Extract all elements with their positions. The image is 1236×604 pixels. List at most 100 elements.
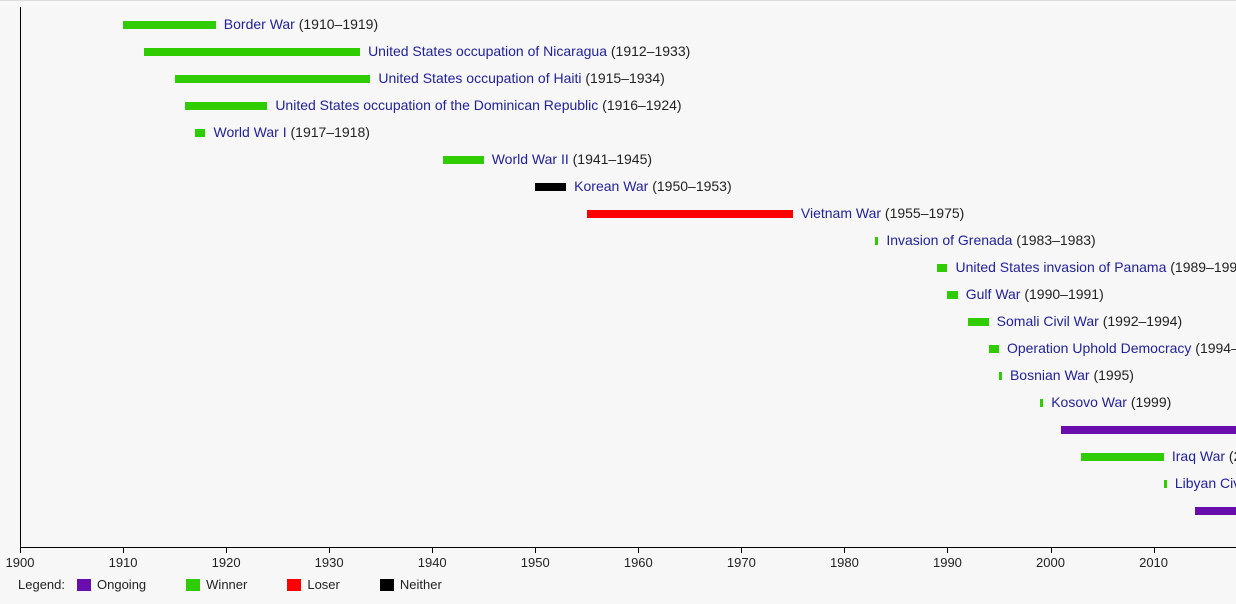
war-label: Operation Uphold Democracy (1994–1995): [1007, 340, 1236, 356]
war-link[interactable]: Vietnam War: [801, 205, 881, 221]
war-bar: [175, 75, 371, 83]
war-bar: [1195, 507, 1236, 515]
timeline-row: Iraq War (2003–2011): [0, 443, 1236, 470]
legend-item: Loser: [287, 577, 340, 592]
war-label: Border War (1910–1919): [224, 16, 378, 32]
war-link[interactable]: Somali Civil War: [997, 313, 1099, 329]
timeline-row: United States invasion of Panama (1989–1…: [0, 254, 1236, 281]
war-bar: [947, 291, 957, 299]
x-tick: [123, 547, 124, 553]
war-bar: [144, 48, 360, 56]
timeline-row: War in Afghanistan (2001–Present): [0, 416, 1236, 443]
war-bar: [1061, 426, 1236, 434]
legend: Legend: OngoingWinnerLoserNeither: [18, 577, 442, 592]
war-link[interactable]: World War II: [492, 151, 569, 167]
war-link[interactable]: Invasion of Grenada: [886, 232, 1012, 248]
timeline-row: Invasion of Grenada (1983–1983): [0, 227, 1236, 254]
war-link[interactable]: World War I: [213, 124, 286, 140]
x-tick-label: 1970: [727, 555, 756, 570]
war-label: Somali Civil War (1992–1994): [997, 313, 1182, 329]
timeline-row: Vietnam War (1955–1975): [0, 200, 1236, 227]
timeline-row: Gulf War (1990–1991): [0, 281, 1236, 308]
war-label: World War II (1941–1945): [492, 151, 652, 167]
x-tick-label: 1910: [109, 555, 138, 570]
war-label: United States occupation of the Dominica…: [275, 97, 681, 113]
timeline-row: World War I (1917–1918): [0, 119, 1236, 146]
war-bar: [587, 210, 793, 218]
x-tick-label: 2000: [1036, 555, 1065, 570]
war-years: (1916–1924): [598, 97, 681, 113]
legend-items: OngoingWinnerLoserNeither: [77, 577, 442, 592]
war-years: (1983–1983): [1012, 232, 1095, 248]
legend-swatch: [77, 579, 91, 591]
war-link[interactable]: United States occupation of Haiti: [378, 70, 581, 86]
war-bar: [195, 129, 205, 137]
war-link[interactable]: United States invasion of Panama: [955, 259, 1166, 275]
legend-item: Winner: [186, 577, 247, 592]
war-label: Korean War (1950–1953): [574, 178, 731, 194]
war-label: World War I (1917–1918): [213, 124, 369, 140]
war-years: (1995): [1090, 367, 1134, 383]
x-tick: [1051, 547, 1052, 553]
war-years: (1994–1995): [1191, 340, 1236, 356]
timeline-row: Somali Civil War (1992–1994): [0, 308, 1236, 335]
war-years: (1910–1919): [295, 16, 378, 32]
legend-item: Neither: [380, 577, 442, 592]
legend-swatch: [380, 579, 394, 591]
war-label: United States occupation of Haiti (1915–…: [378, 70, 664, 86]
x-tick: [844, 547, 845, 553]
timeline-row: United States occupation of Haiti (1915–…: [0, 65, 1236, 92]
timeline-row: Operation Uphold Democracy (1994–1995): [0, 335, 1236, 362]
x-tick: [329, 547, 330, 553]
war-link[interactable]: Kosovo War: [1051, 394, 1127, 410]
war-bar: [875, 237, 878, 245]
war-link[interactable]: United States occupation of Nicaragua: [368, 43, 607, 59]
war-bar: [999, 372, 1002, 380]
war-bar: [937, 264, 947, 272]
war-link[interactable]: Gulf War: [966, 286, 1021, 302]
war-link[interactable]: Libyan Civil War: [1175, 475, 1236, 491]
war-link[interactable]: United States occupation of the Dominica…: [275, 97, 598, 113]
timeline-row: United States occupation of the Dominica…: [0, 92, 1236, 119]
legend-swatch: [287, 579, 301, 591]
war-years: (1990–1991): [1020, 286, 1103, 302]
war-link[interactable]: Operation Uphold Democracy: [1007, 340, 1191, 356]
timeline-row: Kosovo War (1999): [0, 389, 1236, 416]
x-tick: [535, 547, 536, 553]
y-axis: [20, 7, 21, 547]
plot-area: Border War (1910–1919) United States occu…: [0, 7, 1236, 547]
timeline-row: Military intervention against ISIL (2014…: [0, 497, 1236, 524]
war-years: (1950–1953): [648, 178, 731, 194]
war-years: (1915–1934): [581, 70, 664, 86]
legend-item-label: Winner: [206, 577, 247, 592]
war-bar: [535, 183, 566, 191]
war-label: United States invasion of Panama (1989–1…: [955, 259, 1236, 275]
x-tick: [20, 547, 21, 553]
x-tick-label: 1960: [624, 555, 653, 570]
legend-item-label: Neither: [400, 577, 442, 592]
war-years: (2003–2011): [1225, 448, 1236, 464]
x-tick: [432, 547, 433, 553]
war-bar: [1040, 399, 1043, 407]
x-tick-label: 1940: [418, 555, 447, 570]
war-years: (1955–1975): [881, 205, 964, 221]
war-link[interactable]: Bosnian War: [1010, 367, 1090, 383]
timeline-row: United States occupation of Nicaragua (1…: [0, 38, 1236, 65]
war-years: (1989–1990): [1166, 259, 1236, 275]
timeline-row: Border War (1910–1919): [0, 11, 1236, 38]
war-link[interactable]: Border War: [224, 16, 295, 32]
war-bar: [443, 156, 484, 164]
war-link[interactable]: Korean War: [574, 178, 648, 194]
timeline-chart: Border War (1910–1919) United States occu…: [0, 0, 1236, 604]
x-tick-label: 1900: [6, 555, 35, 570]
legend-item-label: Loser: [307, 577, 340, 592]
timeline-row: World War II (1941–1945): [0, 146, 1236, 173]
x-tick-label: 1930: [315, 555, 344, 570]
x-tick: [741, 547, 742, 553]
war-link[interactable]: Iraq War: [1172, 448, 1225, 464]
war-years: (1999): [1127, 394, 1171, 410]
timeline-row: Bosnian War (1995): [0, 362, 1236, 389]
war-bar: [185, 102, 267, 110]
x-tick: [947, 547, 948, 553]
x-tick-label: 2010: [1139, 555, 1168, 570]
